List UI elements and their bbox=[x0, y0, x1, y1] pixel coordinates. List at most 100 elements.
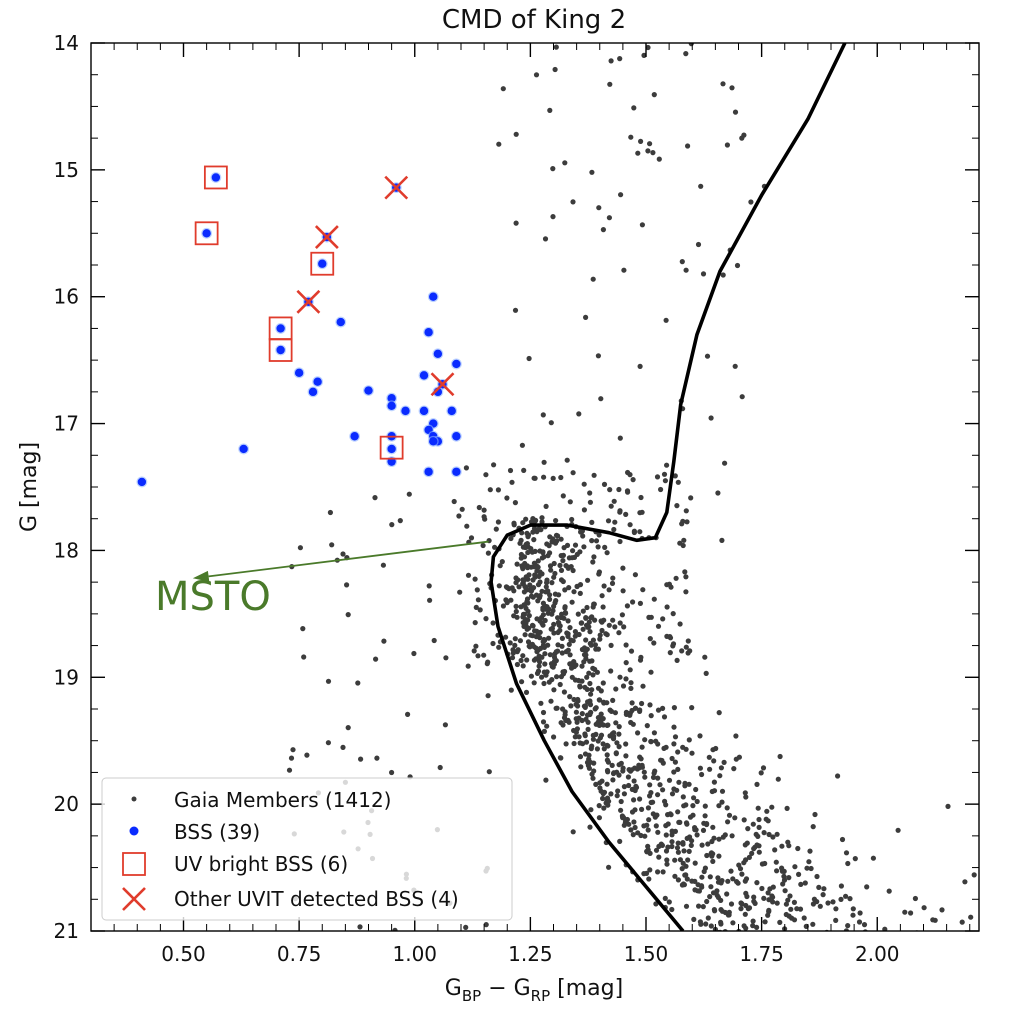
member-point bbox=[642, 833, 648, 839]
member-point bbox=[531, 680, 537, 686]
member-point bbox=[588, 615, 594, 621]
bss-point bbox=[419, 406, 429, 416]
member-point bbox=[921, 905, 927, 911]
member-point bbox=[627, 667, 633, 673]
bss-point bbox=[276, 345, 285, 355]
member-point bbox=[587, 824, 593, 830]
member-point bbox=[563, 563, 569, 569]
member-point bbox=[520, 566, 526, 572]
member-point bbox=[568, 564, 574, 570]
member-point bbox=[344, 582, 350, 588]
member-point bbox=[540, 550, 546, 556]
member-point bbox=[739, 901, 745, 907]
member-point bbox=[870, 855, 877, 861]
member-point bbox=[584, 646, 590, 652]
member-point bbox=[613, 686, 619, 692]
member-point bbox=[658, 841, 664, 847]
member-point bbox=[551, 574, 557, 580]
member-point bbox=[669, 832, 675, 838]
member-point bbox=[558, 755, 564, 761]
member-point bbox=[775, 776, 781, 782]
member-point bbox=[639, 764, 646, 770]
uv-bright-marker bbox=[310, 251, 335, 276]
member-point bbox=[587, 490, 593, 496]
member-point bbox=[746, 854, 753, 861]
member-point bbox=[722, 460, 728, 466]
member-point bbox=[674, 657, 680, 664]
member-point bbox=[612, 519, 618, 525]
member-point bbox=[544, 580, 550, 586]
member-point bbox=[526, 613, 532, 619]
member-point bbox=[682, 872, 688, 878]
member-point bbox=[475, 597, 481, 603]
member-point bbox=[560, 552, 567, 559]
member-point bbox=[575, 703, 581, 709]
member-point bbox=[520, 581, 526, 587]
member-point bbox=[587, 499, 594, 505]
member-point bbox=[553, 518, 559, 524]
member-point bbox=[787, 893, 793, 899]
member-point bbox=[485, 550, 491, 556]
member-point bbox=[566, 585, 572, 591]
member-point bbox=[750, 821, 756, 827]
member-point bbox=[703, 670, 709, 677]
member-point bbox=[669, 843, 675, 850]
member-point bbox=[706, 754, 712, 760]
member-point bbox=[411, 650, 417, 657]
member-point bbox=[862, 929, 868, 931]
member-point bbox=[739, 394, 745, 400]
member-point bbox=[807, 848, 813, 854]
member-point bbox=[490, 620, 496, 626]
member-point bbox=[511, 520, 517, 526]
member-point bbox=[544, 541, 550, 547]
member-point bbox=[491, 462, 497, 468]
member-point bbox=[569, 599, 575, 605]
member-point bbox=[540, 709, 547, 716]
member-point bbox=[593, 538, 600, 544]
member-point bbox=[704, 852, 710, 859]
member-point bbox=[719, 878, 725, 884]
legend-label-bss: BSS (39) bbox=[174, 820, 260, 844]
member-point bbox=[651, 640, 657, 646]
member-point bbox=[686, 848, 692, 855]
member-point bbox=[722, 832, 728, 838]
member-point bbox=[683, 51, 689, 57]
member-point bbox=[689, 705, 695, 711]
member-point bbox=[628, 648, 635, 654]
member-point bbox=[620, 765, 626, 771]
member-point bbox=[794, 941, 799, 946]
member-point bbox=[758, 770, 764, 776]
member-point bbox=[655, 869, 661, 875]
member-point bbox=[426, 583, 432, 589]
member-point bbox=[767, 886, 773, 892]
member-point bbox=[504, 495, 510, 501]
member-point bbox=[677, 857, 684, 863]
member-point bbox=[588, 807, 594, 813]
member-point bbox=[669, 755, 675, 762]
member-point bbox=[585, 726, 591, 733]
member-point bbox=[465, 572, 472, 578]
member-point bbox=[589, 771, 595, 777]
member-point bbox=[726, 909, 732, 916]
member-point bbox=[835, 773, 841, 779]
member-point bbox=[592, 642, 599, 648]
x-axis-label: GBP − GRP [mag] bbox=[445, 976, 623, 1005]
member-point bbox=[569, 665, 575, 671]
member-point bbox=[604, 742, 610, 748]
member-point bbox=[616, 731, 622, 737]
member-point bbox=[523, 689, 530, 696]
member-point bbox=[541, 459, 547, 465]
member-point bbox=[599, 593, 605, 599]
member-point bbox=[555, 648, 561, 654]
member-point bbox=[830, 899, 836, 905]
member-point bbox=[547, 550, 553, 556]
member-point bbox=[623, 709, 630, 716]
member-point bbox=[543, 672, 549, 678]
member-point bbox=[666, 777, 673, 783]
member-point bbox=[705, 841, 711, 847]
member-point bbox=[528, 564, 534, 570]
member-point bbox=[558, 614, 564, 621]
member-point bbox=[606, 864, 612, 870]
member-point bbox=[589, 519, 595, 526]
